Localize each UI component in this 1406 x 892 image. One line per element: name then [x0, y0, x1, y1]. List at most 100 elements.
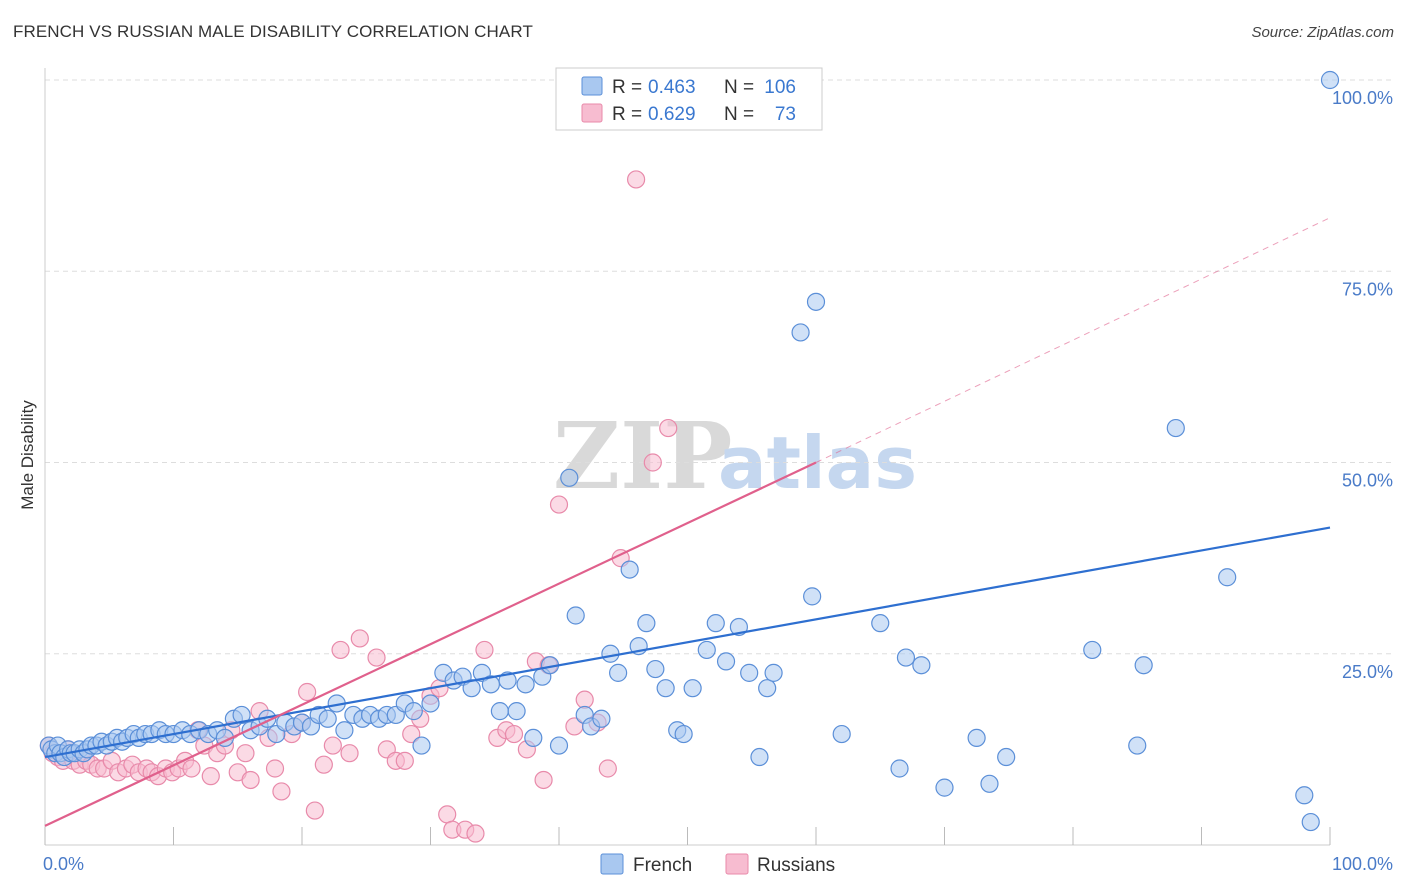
y-tick-label: 100.0% [1332, 88, 1393, 108]
point-russians [265, 759, 285, 778]
point-russians [314, 755, 333, 774]
point-french [609, 663, 628, 682]
point-french [646, 659, 665, 679]
legend-r-label-french: R = [612, 77, 642, 98]
axes [44, 68, 1331, 846]
bottom-legend-french: French [633, 855, 692, 876]
point-french [1128, 736, 1147, 755]
point-russians [598, 759, 617, 778]
point-russians [236, 744, 255, 763]
point-french [404, 702, 423, 721]
point-french [912, 656, 931, 675]
point-french [1301, 812, 1320, 832]
y-tick-label: 25.0% [1342, 662, 1393, 682]
point-russians [350, 629, 369, 648]
legend-n-value-french: 106 [764, 77, 796, 98]
legend-r-value-russians: 0.629 [648, 104, 696, 125]
point-russians [534, 770, 553, 790]
point-french [490, 702, 509, 721]
point-french [656, 679, 675, 698]
point-russians [659, 418, 678, 438]
point-russians [272, 782, 291, 801]
point-french [560, 468, 579, 487]
y-tick-label: 75.0% [1342, 279, 1393, 299]
legend-swatch-russians [581, 103, 603, 123]
bottom-legend-swatch-french [600, 853, 624, 875]
legend-r-value-french: 0.463 [648, 77, 696, 98]
point-french [566, 606, 585, 625]
series-legend: French Russians [600, 853, 835, 876]
y-tick-label: 50.0% [1342, 471, 1393, 491]
point-french [791, 323, 810, 342]
trend-line-russians-extension [815, 217, 1331, 463]
point-french [524, 728, 543, 748]
point-french [592, 709, 611, 728]
point-french [516, 675, 535, 694]
point-french [620, 560, 639, 579]
watermark-zip: ZIP [553, 402, 732, 510]
point-french [758, 679, 777, 698]
legend-n-label-french: N = [724, 77, 754, 98]
point-french [967, 728, 986, 748]
point-russians [549, 495, 569, 514]
point-russians [643, 453, 662, 472]
point-russians [298, 682, 317, 702]
point-french [674, 724, 693, 744]
point-russians [466, 824, 485, 843]
point-french [716, 652, 736, 671]
point-french [697, 640, 716, 660]
point-russians [402, 724, 421, 744]
trend-line-french [44, 526, 1331, 759]
point-french [683, 679, 702, 698]
point-russians [395, 751, 414, 770]
point-french [764, 663, 783, 682]
trend-lines [44, 217, 1331, 827]
point-french [335, 721, 354, 740]
point-russians [340, 744, 359, 763]
point-french [806, 292, 826, 311]
point-russians [201, 767, 220, 786]
point-french [318, 709, 337, 728]
point-french [1320, 70, 1340, 90]
point-french [980, 774, 999, 793]
point-russians [241, 770, 260, 790]
point-french [421, 694, 440, 713]
point-russians [331, 640, 350, 660]
trend-line-russians [44, 461, 817, 827]
point-french [601, 644, 620, 663]
point-french [750, 747, 769, 767]
point-french [462, 679, 481, 698]
point-russians [323, 736, 342, 755]
point-french [803, 587, 822, 606]
grid-lines [45, 79, 1395, 655]
legend-n-value-russians: 73 [775, 104, 796, 125]
point-russians [475, 640, 494, 660]
source-label: Source: ZipAtlas.com [1251, 24, 1394, 41]
point-french [1134, 656, 1153, 675]
point-french [890, 759, 909, 778]
legend-r-label-russians: R = [612, 104, 642, 125]
point-french [1218, 568, 1237, 587]
point-russians [626, 170, 646, 189]
point-russians [182, 759, 201, 778]
point-russians [367, 648, 386, 667]
point-french [706, 614, 725, 633]
point-french [1295, 786, 1314, 805]
point-french [412, 736, 431, 755]
point-russians [504, 724, 524, 744]
point-french [896, 648, 916, 667]
point-french [507, 702, 526, 721]
point-russians [575, 690, 594, 709]
point-french [997, 747, 1016, 767]
series-french [39, 70, 1340, 832]
point-french [232, 705, 251, 725]
point-french [740, 663, 759, 682]
point-french [637, 614, 656, 633]
bottom-legend-swatch-russians [725, 853, 749, 875]
tick-labels: 25.0% 50.0% 75.0% 100.0% 0.0% 100.0% [43, 88, 1393, 874]
point-french [871, 614, 890, 633]
point-russians [438, 805, 457, 824]
point-french [935, 778, 954, 797]
bottom-legend-russians: Russians [757, 855, 835, 876]
